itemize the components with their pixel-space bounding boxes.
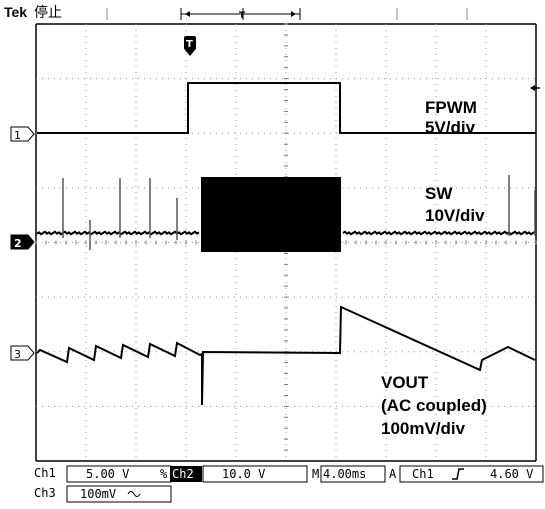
ch1-scale-readout: 5.00 V xyxy=(86,467,129,481)
sw-scale-label: 10V/div xyxy=(425,206,485,225)
ch2-sw-waveform xyxy=(36,175,536,252)
trigger-prefix: A xyxy=(389,467,397,481)
svg-text:T: T xyxy=(239,11,246,21)
trigger-box[interactable] xyxy=(399,465,544,483)
ch3-readout-label: Ch3 xyxy=(34,486,56,500)
fpwm-label-group: FPWM 5V/div xyxy=(425,98,477,137)
graticule xyxy=(35,23,537,462)
sw-label: SW xyxy=(425,184,453,203)
trigger-level-readout: 4.60 V xyxy=(490,467,533,481)
sw-label-group: SW 10V/div xyxy=(425,184,485,225)
rising-edge-icon xyxy=(452,468,464,480)
ch2-scale-box[interactable] xyxy=(202,465,308,483)
ch3-scale-box[interactable] xyxy=(66,485,172,503)
svg-text:T: T xyxy=(186,39,193,50)
ch2-label-box[interactable] xyxy=(170,466,202,482)
run-state: 停止 xyxy=(34,4,62,20)
trigger-position-marker[interactable]: T xyxy=(184,36,196,56)
fpwm-scale-label: 5V/div xyxy=(425,118,476,137)
svg-text:2: 2 xyxy=(14,237,22,250)
vout-label-group: VOUT (AC coupled) 100mV/div xyxy=(381,373,487,438)
ch2-readout-label: Ch2 xyxy=(172,467,194,481)
vout-coupling-label: (AC coupled) xyxy=(381,396,487,415)
svg-text:3: 3 xyxy=(14,348,21,361)
ch3-vout-waveform xyxy=(36,305,536,406)
brand-logo: Tek xyxy=(4,4,27,20)
bw-limit-icon: % xyxy=(160,467,168,481)
trigger-level-marker[interactable] xyxy=(530,85,540,91)
timebase-readout: 4.00ms xyxy=(323,467,366,481)
ch2-marker[interactable]: 2 xyxy=(10,234,35,250)
ch3-marker[interactable]: 3 xyxy=(10,345,35,361)
ch1-marker[interactable]: 1 xyxy=(10,126,35,142)
vout-label: VOUT xyxy=(381,373,429,392)
vout-scale-label: 100mV/div xyxy=(381,419,466,438)
fpwm-label: FPWM xyxy=(425,98,477,117)
trigger-source-readout: Ch1 xyxy=(412,467,434,481)
ch3-scale-readout: 100mV xyxy=(80,487,116,501)
header: Tek 停止 T xyxy=(4,4,468,21)
record-position-bar[interactable]: T xyxy=(180,8,301,21)
timebase-prefix: M xyxy=(312,467,319,481)
timebase-box[interactable] xyxy=(320,465,386,483)
ac-coupling-icon xyxy=(127,491,141,497)
status-bar: Ch1 5.00 V % Ch2 10.0 V M 4.00ms A Ch1 4… xyxy=(34,465,544,503)
ch1-readout-label: Ch1 xyxy=(34,466,56,480)
ch1-fpwm-waveform xyxy=(37,82,536,134)
ch2-scale-readout: 10.0 V xyxy=(222,467,265,481)
svg-text:1: 1 xyxy=(14,129,21,142)
